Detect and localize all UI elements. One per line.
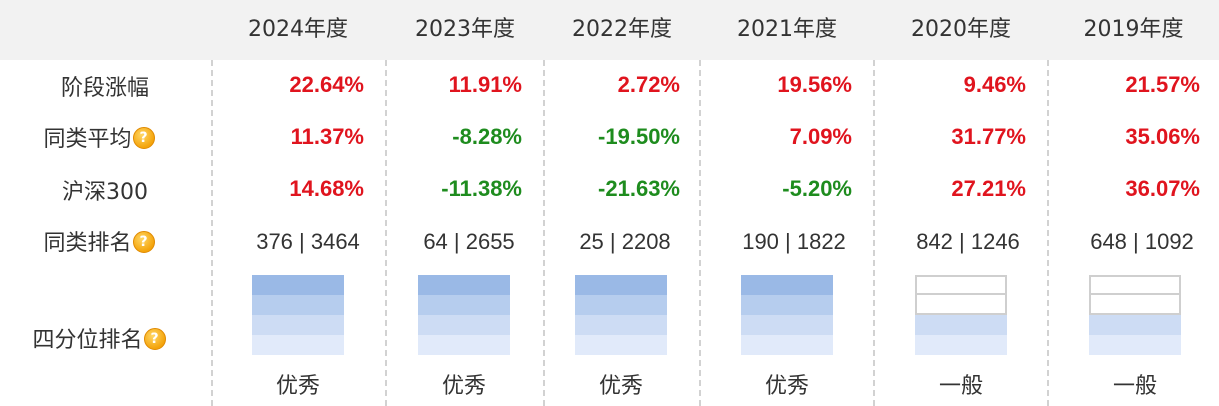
quartile-segment — [252, 335, 344, 355]
row-label-peer-rank: 同类排名? — [0, 225, 204, 257]
year-header-2022: 2022年度 — [572, 17, 672, 42]
column-divider — [385, 60, 387, 406]
quartile-bar — [575, 275, 667, 355]
quartile-segment — [418, 315, 510, 335]
quartile-bar — [741, 275, 833, 355]
column-divider — [543, 60, 545, 406]
quartile-bar — [1089, 275, 1181, 355]
quartile-segment — [915, 335, 1007, 355]
quartile-segment — [1089, 275, 1181, 295]
column-divider — [211, 60, 213, 406]
quartile-segment — [741, 295, 833, 315]
year-header-2023: 2023年度 — [415, 17, 515, 42]
peer-rank-cell: 648 | 1092 — [1090, 229, 1194, 254]
peer-average-cell: 31.77% — [951, 124, 1026, 149]
peer-rank-cell: 64 | 2655 — [423, 229, 515, 254]
csi300-cell: -5.20% — [782, 176, 852, 201]
quartile-label: 优秀 — [598, 374, 643, 399]
stage-gain-cell: 2.72% — [617, 72, 680, 97]
quartile-segment — [1089, 295, 1181, 315]
peer-average-cell: -8.28% — [452, 124, 522, 149]
year-header-2024: 2024年度 — [248, 17, 348, 42]
stage-gain-cell: 19.56% — [777, 72, 852, 97]
quartile-segment — [575, 295, 667, 315]
quartile-segment — [418, 275, 510, 295]
column-divider — [1047, 60, 1049, 406]
peer-average-cell: 7.09% — [789, 124, 852, 149]
stage-gain-cell: 11.91% — [448, 72, 522, 97]
quartile-segment — [575, 335, 667, 355]
peer-rank-cell: 842 | 1246 — [916, 229, 1020, 254]
table-header — [0, 0, 1219, 60]
quartile-label: 优秀 — [764, 374, 809, 399]
row-label-csi300: 沪深300 — [62, 180, 148, 205]
help-icon[interactable]: ? — [132, 231, 155, 253]
row-label-peer-average: 同类平均? — [0, 121, 204, 153]
quartile-segment — [1089, 335, 1181, 355]
quartile-segment — [741, 275, 833, 295]
quartile-bar — [252, 275, 344, 355]
quartile-segment — [575, 275, 667, 295]
quartile-segment — [252, 275, 344, 295]
help-icon[interactable]: ? — [143, 328, 166, 350]
quartile-label: 一般 — [938, 374, 983, 399]
csi300-cell: 14.68% — [289, 176, 364, 201]
quartile-segment — [915, 275, 1007, 295]
column-divider — [873, 60, 875, 406]
quartile-label: 优秀 — [441, 374, 486, 399]
csi300-cell: 27.21% — [951, 176, 1026, 201]
csi300-cell: -21.63% — [598, 176, 680, 201]
quartile-label: 优秀 — [275, 374, 320, 399]
quartile-segment — [418, 335, 510, 355]
quartile-segment — [1089, 315, 1181, 335]
row-label-quartile-rank: 四分位排名? — [0, 322, 204, 354]
peer-rank-cell: 376 | 3464 — [256, 229, 360, 254]
stage-gain-cell: 22.64% — [289, 72, 364, 97]
quartile-segment — [741, 335, 833, 355]
quartile-bar — [418, 275, 510, 355]
quartile-segment — [575, 315, 667, 335]
quartile-segment — [418, 295, 510, 315]
stage-gain-cell: 9.46% — [963, 72, 1026, 97]
peer-average-cell: -19.50% — [598, 124, 680, 149]
peer-average-cell: 11.37% — [290, 124, 364, 149]
peer-average-cell: 35.06% — [1125, 124, 1200, 149]
quartile-segment — [252, 315, 344, 335]
row-label-stage-gain: 阶段涨幅 — [60, 76, 149, 101]
quartile-segment — [741, 315, 833, 335]
quartile-segment — [252, 295, 344, 315]
year-header-2020: 2020年度 — [911, 17, 1011, 42]
year-header-2019: 2019年度 — [1083, 17, 1184, 42]
peer-rank-cell: 25 | 2208 — [579, 229, 671, 254]
peer-rank-cell: 190 | 1822 — [742, 229, 846, 254]
csi300-cell: 36.07% — [1125, 176, 1200, 201]
column-divider — [699, 60, 701, 406]
help-icon[interactable]: ? — [132, 127, 155, 149]
stage-gain-cell: 21.57% — [1125, 72, 1200, 97]
quartile-bar — [915, 275, 1007, 355]
quartile-segment — [915, 295, 1007, 315]
quartile-label: 一般 — [1112, 374, 1157, 399]
year-header-2021: 2021年度 — [737, 17, 837, 42]
quartile-segment — [915, 315, 1007, 335]
csi300-cell: -11.38% — [441, 176, 522, 201]
